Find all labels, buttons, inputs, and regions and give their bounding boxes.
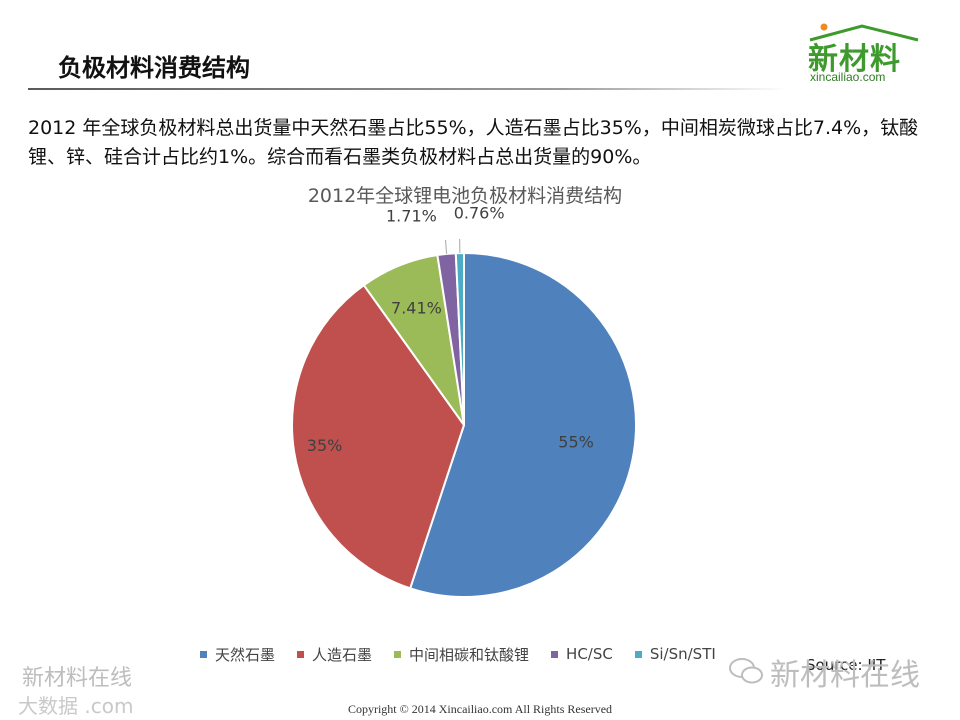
legend-item-5: Si/Sn/STI: [634, 645, 716, 663]
data-label-1: 55%: [558, 432, 594, 451]
legend-item-2: 人造石墨: [297, 644, 372, 665]
pie-slice-1: [408, 251, 637, 598]
leader-line-4: [445, 239, 448, 254]
watermark-right: 新材料在线: [770, 658, 920, 693]
legend-item-3: 中间相碳和钛酸锂: [394, 644, 529, 665]
data-label-2: 35%: [307, 436, 343, 455]
house-roof-icon: [809, 23, 919, 42]
legend-label: Si/Sn/STI: [649, 645, 716, 663]
slide-title: 负极材料消费结构: [58, 54, 250, 82]
data-label-3: 7.41%: [391, 298, 442, 317]
pie-slice-5: [454, 251, 465, 426]
legend-swatch: [551, 650, 559, 658]
logo-wordmark: 新材料: [808, 42, 901, 77]
chat-bubble-icon: [729, 658, 763, 684]
title-rule: [28, 88, 788, 90]
copyright-footer: Copyright © 2014 Xincailiao.com All Righ…: [347, 702, 613, 716]
legend-swatch: [634, 650, 642, 658]
data-label-4: 1.71%: [386, 207, 437, 226]
legend-label: 人造石墨: [312, 645, 373, 664]
legend-item-1: 天然石墨: [200, 644, 275, 665]
chart-title: 2012年全球锂电池负极材料消费结构: [307, 185, 623, 207]
data-label-5: 0.76%: [454, 204, 505, 223]
summary-text: 2012 年全球负极材料总出货量中天然石墨占比55%，人造石墨占比35%，中间相…: [28, 117, 919, 168]
brand-logo: 新材料 xincailiao.com: [800, 22, 930, 88]
chart-legend: 天然石墨 人造石墨 中间相碳和钛酸锂 HC/SC Si/Sn/STI: [200, 644, 738, 664]
legend-swatch: [297, 650, 305, 658]
legend-item-4: HC/SC: [551, 645, 613, 663]
watermark-left-bottom: 大数据 .com: [18, 694, 134, 718]
legend-swatch: [394, 650, 402, 658]
source-note: Source: IIT: [806, 656, 886, 674]
logo-domain: xincailiao.com: [810, 70, 886, 84]
legend-label: 中间相碳和钛酸锂: [409, 645, 530, 664]
legend-label: 天然石墨: [215, 645, 276, 664]
pie-slice-2: [291, 283, 466, 590]
legend-swatch: [200, 650, 207, 658]
legend-label: HC/SC: [566, 645, 613, 663]
watermark-left-top: 新材料在线: [22, 666, 133, 691]
